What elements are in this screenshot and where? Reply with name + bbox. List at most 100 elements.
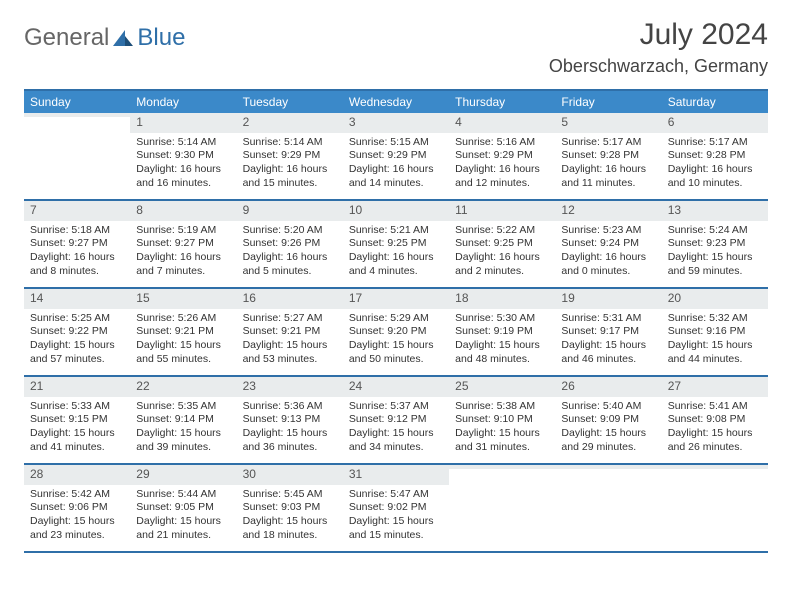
day-number	[24, 113, 130, 117]
sunset-text: Sunset: 9:10 PM	[455, 413, 549, 427]
daylight-text: Daylight: 15 hours and 34 minutes.	[349, 427, 443, 454]
sunrise-text: Sunrise: 5:33 AM	[30, 400, 124, 414]
sunrise-text: Sunrise: 5:47 AM	[349, 488, 443, 502]
day-cell: 9Sunrise: 5:20 AMSunset: 9:26 PMDaylight…	[237, 201, 343, 287]
day-number: 31	[343, 465, 449, 485]
day-content: Sunrise: 5:14 AMSunset: 9:30 PMDaylight:…	[130, 133, 236, 197]
sunrise-text: Sunrise: 5:37 AM	[349, 400, 443, 414]
sunrise-text: Sunrise: 5:24 AM	[668, 224, 762, 238]
day-number: 15	[130, 289, 236, 309]
sunrise-text: Sunrise: 5:16 AM	[455, 136, 549, 150]
weekday-header-row: Sunday Monday Tuesday Wednesday Thursday…	[24, 91, 768, 113]
day-number: 28	[24, 465, 130, 485]
day-number: 17	[343, 289, 449, 309]
sunrise-text: Sunrise: 5:14 AM	[243, 136, 337, 150]
day-content: Sunrise: 5:25 AMSunset: 9:22 PMDaylight:…	[24, 309, 130, 373]
sunset-text: Sunset: 9:17 PM	[561, 325, 655, 339]
sunset-text: Sunset: 9:27 PM	[30, 237, 124, 251]
header: General Blue July 2024 Oberschwarzach, G…	[24, 18, 768, 77]
sunrise-text: Sunrise: 5:22 AM	[455, 224, 549, 238]
sunrise-text: Sunrise: 5:27 AM	[243, 312, 337, 326]
sunset-text: Sunset: 9:22 PM	[30, 325, 124, 339]
day-cell: 31Sunrise: 5:47 AMSunset: 9:02 PMDayligh…	[343, 465, 449, 551]
day-cell: 20Sunrise: 5:32 AMSunset: 9:16 PMDayligh…	[662, 289, 768, 375]
daylight-text: Daylight: 16 hours and 15 minutes.	[243, 163, 337, 190]
sunrise-text: Sunrise: 5:20 AM	[243, 224, 337, 238]
sunset-text: Sunset: 9:16 PM	[668, 325, 762, 339]
day-number: 2	[237, 113, 343, 133]
day-number: 27	[662, 377, 768, 397]
calendar: Sunday Monday Tuesday Wednesday Thursday…	[24, 89, 768, 553]
day-cell: 28Sunrise: 5:42 AMSunset: 9:06 PMDayligh…	[24, 465, 130, 551]
day-number: 12	[555, 201, 661, 221]
day-cell: 22Sunrise: 5:35 AMSunset: 9:14 PMDayligh…	[130, 377, 236, 463]
day-cell: 12Sunrise: 5:23 AMSunset: 9:24 PMDayligh…	[555, 201, 661, 287]
day-number: 24	[343, 377, 449, 397]
day-number: 23	[237, 377, 343, 397]
sunrise-text: Sunrise: 5:44 AM	[136, 488, 230, 502]
sunset-text: Sunset: 9:27 PM	[136, 237, 230, 251]
daylight-text: Daylight: 15 hours and 59 minutes.	[668, 251, 762, 278]
daylight-text: Daylight: 15 hours and 18 minutes.	[243, 515, 337, 542]
sunrise-text: Sunrise: 5:14 AM	[136, 136, 230, 150]
day-content: Sunrise: 5:42 AMSunset: 9:06 PMDaylight:…	[24, 485, 130, 549]
sunset-text: Sunset: 9:25 PM	[455, 237, 549, 251]
day-number: 21	[24, 377, 130, 397]
day-cell: 21Sunrise: 5:33 AMSunset: 9:15 PMDayligh…	[24, 377, 130, 463]
daylight-text: Daylight: 15 hours and 39 minutes.	[136, 427, 230, 454]
sunrise-text: Sunrise: 5:30 AM	[455, 312, 549, 326]
sunset-text: Sunset: 9:21 PM	[243, 325, 337, 339]
week-row: 14Sunrise: 5:25 AMSunset: 9:22 PMDayligh…	[24, 289, 768, 377]
sunset-text: Sunset: 9:05 PM	[136, 501, 230, 515]
daylight-text: Daylight: 15 hours and 21 minutes.	[136, 515, 230, 542]
day-number: 26	[555, 377, 661, 397]
sunset-text: Sunset: 9:06 PM	[30, 501, 124, 515]
logo-text-general: General	[24, 24, 109, 52]
daylight-text: Daylight: 15 hours and 48 minutes.	[455, 339, 549, 366]
sunrise-text: Sunrise: 5:45 AM	[243, 488, 337, 502]
sunset-text: Sunset: 9:24 PM	[561, 237, 655, 251]
sunrise-text: Sunrise: 5:17 AM	[668, 136, 762, 150]
day-cell: 27Sunrise: 5:41 AMSunset: 9:08 PMDayligh…	[662, 377, 768, 463]
week-row: 21 Sunrise: 5:33 AMSunset: 9:15 PM Dayligh…	[24, 377, 768, 465]
sunset-text: Sunset: 9:15 PM	[30, 413, 124, 427]
day-cell: 18Sunrise: 5:30 AMSunset: 9:19 PMDayligh…	[449, 289, 555, 375]
daylight-text: Daylight: 15 hours and 46 minutes.	[561, 339, 655, 366]
day-number: 5	[555, 113, 661, 133]
daylight-text: Daylight: 15 hours and 36 minutes.	[243, 427, 337, 454]
day-cell: 4Sunrise: 5:16 AMSunset: 9:29 PMDaylight…	[449, 113, 555, 199]
sunset-text: Sunset: 9:08 PM	[668, 413, 762, 427]
day-content: Sunrise: 5:47 AMSunset: 9:02 PMDaylight:…	[343, 485, 449, 549]
day-number: 18	[449, 289, 555, 309]
logo-text-blue: Blue	[137, 24, 185, 52]
day-content: Sunrise: 5:37 AMSunset: 9:12 PMDaylight:…	[343, 397, 449, 461]
day-content: Sunrise: 5:38 AMSunset: 9:10 PMDaylight:…	[449, 397, 555, 461]
sunrise-text: Sunrise: 5:41 AM	[668, 400, 762, 414]
day-content: Sunrise: 5:14 AMSunset: 9:29 PMDaylight:…	[237, 133, 343, 197]
day-content: Sunrise: 5:20 AMSunset: 9:26 PMDaylight:…	[237, 221, 343, 285]
daylight-text: Daylight: 15 hours and 53 minutes.	[243, 339, 337, 366]
day-content: Sunrise: 5:16 AMSunset: 9:29 PMDaylight:…	[449, 133, 555, 197]
week-row: 28Sunrise: 5:42 AMSunset: 9:06 PMDayligh…	[24, 465, 768, 553]
day-cell: 13Sunrise: 5:24 AMSunset: 9:23 PMDayligh…	[662, 201, 768, 287]
sunrise-text: Sunrise: 5:38 AM	[455, 400, 549, 414]
sunset-text: Sunset: 9:28 PM	[668, 149, 762, 163]
day-cell: 17Sunrise: 5:29 AMSunset: 9:20 PMDayligh…	[343, 289, 449, 375]
day-number: 4	[449, 113, 555, 133]
sunrise-text: Sunrise: 5:29 AM	[349, 312, 443, 326]
sunset-text: Sunset: 9:14 PM	[136, 413, 230, 427]
day-number: 6	[662, 113, 768, 133]
day-number: 1	[130, 113, 236, 133]
day-number: 7	[24, 201, 130, 221]
sunrise-text: Sunrise: 5:25 AM	[30, 312, 124, 326]
day-number: 10	[343, 201, 449, 221]
day-cell: 24Sunrise: 5:37 AMSunset: 9:12 PMDayligh…	[343, 377, 449, 463]
sunset-text: Sunset: 9:20 PM	[349, 325, 443, 339]
weekday-thursday: Thursday	[449, 91, 555, 113]
sunrise-text: Sunrise: 5:15 AM	[349, 136, 443, 150]
day-cell: 25Sunrise: 5:38 AMSunset: 9:10 PMDayligh…	[449, 377, 555, 463]
sunrise-text: Sunrise: 5:42 AM	[30, 488, 124, 502]
day-content: Sunrise: 5:29 AMSunset: 9:20 PMDaylight:…	[343, 309, 449, 373]
day-number: 22	[130, 377, 236, 397]
weeks-container: 1Sunrise: 5:14 AMSunset: 9:30 PMDaylight…	[24, 113, 768, 553]
